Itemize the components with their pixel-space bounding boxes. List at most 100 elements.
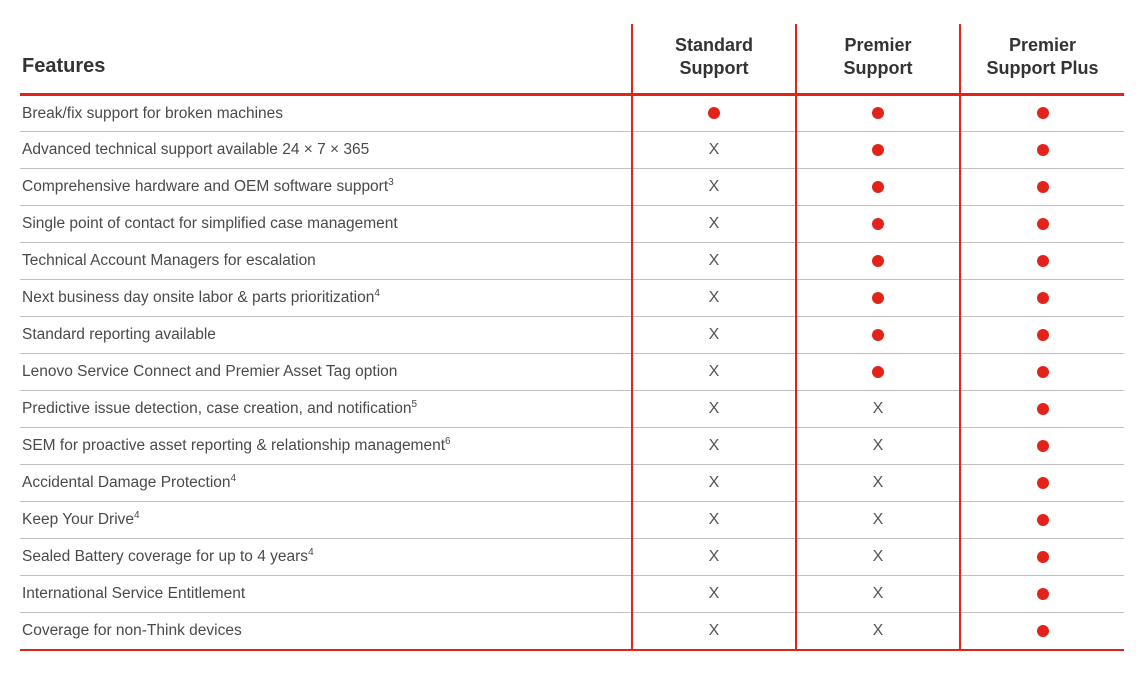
tier-cell: X [632,539,796,576]
feature-text: Break/fix support for broken machines [22,105,283,122]
included-dot-icon [872,218,884,230]
tier-cell [796,132,960,169]
tier-cell: X [796,576,960,613]
tier-cell [960,539,1124,576]
feature-label: Technical Account Managers for escalatio… [20,243,632,280]
tier-cell: X [796,428,960,465]
tier-cell [960,243,1124,280]
not-included-x-icon: X [873,549,884,565]
tier-cell [796,243,960,280]
included-dot-icon [1037,366,1049,378]
included-dot-icon [1037,514,1049,526]
feature-label: SEM for proactive asset reporting & rela… [20,428,632,465]
feature-label: Next business day onsite labor & parts p… [20,280,632,317]
tier-cell [960,95,1124,132]
feature-label: Predictive issue detection, case creatio… [20,391,632,428]
tier-cell: X [632,169,796,206]
tier-cell: X [796,502,960,539]
included-dot-icon [872,107,884,119]
feature-text: Next business day onsite labor & parts p… [22,289,374,306]
not-included-x-icon: X [709,364,720,380]
feature-label: Lenovo Service Connect and Premier Asset… [20,354,632,391]
not-included-x-icon: X [873,438,884,454]
footnote-ref: 4 [231,473,237,484]
feature-label: Break/fix support for broken machines [20,95,632,132]
not-included-x-icon: X [709,253,720,269]
table-row: Coverage for non-Think devices X X [20,613,1124,650]
included-dot-icon [1037,440,1049,452]
tier-cell: X [632,354,796,391]
not-included-x-icon: X [709,142,720,158]
included-dot-icon [872,329,884,341]
included-dot-icon [708,107,720,119]
included-dot-icon [872,366,884,378]
not-included-x-icon: X [709,216,720,232]
feature-label: Coverage for non-Think devices [20,613,632,650]
footnote-ref: 3 [388,177,394,188]
not-included-x-icon: X [873,512,884,528]
table-row: Sealed Battery coverage for up to 4 year… [20,539,1124,576]
not-included-x-icon: X [709,401,720,417]
table-row: Keep Your Drive4XX [20,502,1124,539]
table-row: Single point of contact for simplified c… [20,206,1124,243]
tier-cell: X [632,280,796,317]
not-included-x-icon: X [709,475,720,491]
tier-cell [796,95,960,132]
included-dot-icon [872,255,884,267]
feature-text: International Service Entitlement [22,585,245,602]
included-dot-icon [1037,625,1049,637]
tier-cell: X [796,613,960,650]
not-included-x-icon: X [709,327,720,343]
comparison-table: Features Standard Support Premier Suppor… [20,24,1124,651]
not-included-x-icon: X [873,623,884,639]
tier-cell [960,132,1124,169]
table-row: Next business day onsite labor & parts p… [20,280,1124,317]
tier-header-line1: Standard [675,35,753,55]
tier-cell: X [632,243,796,280]
feature-text: Predictive issue detection, case creatio… [22,400,411,417]
tier-cell [960,169,1124,206]
included-dot-icon [1037,255,1049,267]
feature-text: Accidental Damage Protection [22,474,231,491]
tier-cell [796,317,960,354]
tier-header-premier-plus: Premier Support Plus [960,24,1124,95]
tier-cell [796,206,960,243]
feature-label: Sealed Battery coverage for up to 4 year… [20,539,632,576]
feature-text: Technical Account Managers for escalatio… [22,252,316,269]
feature-text: Coverage for non-Think devices [22,622,242,639]
tier-cell [960,502,1124,539]
feature-label: Accidental Damage Protection4 [20,465,632,502]
feature-label: International Service Entitlement [20,576,632,613]
included-dot-icon [1037,403,1049,415]
tier-header-line2: Support Plus [987,58,1099,78]
feature-label: Single point of contact for simplified c… [20,206,632,243]
tier-cell [960,428,1124,465]
comparison-table-container: Features Standard Support Premier Suppor… [0,0,1144,675]
feature-text: SEM for proactive asset reporting & rela… [22,437,445,454]
tier-cell [632,95,796,132]
feature-text: Keep Your Drive [22,511,134,528]
feature-label: Advanced technical support available 24 … [20,132,632,169]
table-row: Technical Account Managers for escalatio… [20,243,1124,280]
tier-cell [960,280,1124,317]
tier-cell: X [796,465,960,502]
tier-header-line1: Premier [1009,35,1076,55]
not-included-x-icon: X [873,475,884,491]
tier-cell [796,169,960,206]
tier-header-premier: Premier Support [796,24,960,95]
tier-cell: X [632,465,796,502]
table-header-row: Features Standard Support Premier Suppor… [20,24,1124,95]
tier-header-line2: Support [680,58,749,78]
tier-cell [796,280,960,317]
not-included-x-icon: X [709,623,720,639]
tier-cell [960,576,1124,613]
included-dot-icon [1037,218,1049,230]
not-included-x-icon: X [709,290,720,306]
tier-cell [960,391,1124,428]
tier-cell: X [796,391,960,428]
not-included-x-icon: X [709,586,720,602]
included-dot-icon [1037,551,1049,563]
tier-cell [960,613,1124,650]
tier-cell: X [632,502,796,539]
not-included-x-icon: X [709,179,720,195]
